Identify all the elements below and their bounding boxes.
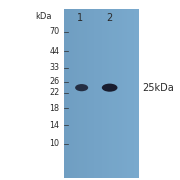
Bar <box>114 9 117 178</box>
Bar <box>89 9 92 178</box>
Bar <box>67 9 69 178</box>
Bar <box>119 9 122 178</box>
Bar <box>97 9 99 178</box>
Bar <box>94 9 97 178</box>
Bar <box>109 9 112 178</box>
Bar <box>92 9 94 178</box>
Bar <box>87 9 89 178</box>
Bar <box>112 9 114 178</box>
Text: 26: 26 <box>49 77 59 86</box>
Bar <box>77 9 79 178</box>
Text: 10: 10 <box>49 140 59 148</box>
Text: 18: 18 <box>49 103 59 112</box>
Bar <box>69 9 72 178</box>
Bar <box>64 9 67 178</box>
Bar <box>74 9 77 178</box>
Text: 1: 1 <box>77 13 83 23</box>
Ellipse shape <box>102 84 118 92</box>
Text: 2: 2 <box>107 13 113 23</box>
Text: 14: 14 <box>49 121 59 130</box>
Text: kDa: kDa <box>36 12 52 21</box>
Bar <box>134 9 137 178</box>
Text: 33: 33 <box>49 63 59 72</box>
Bar <box>117 9 119 178</box>
Bar <box>84 9 87 178</box>
Bar <box>72 9 74 178</box>
Text: 22: 22 <box>49 88 59 97</box>
Bar <box>132 9 134 178</box>
Bar <box>82 9 84 178</box>
Bar <box>64 9 139 178</box>
Bar <box>102 9 104 178</box>
Bar <box>104 9 107 178</box>
Bar <box>99 9 102 178</box>
Bar <box>124 9 127 178</box>
Ellipse shape <box>75 84 88 91</box>
Text: 44: 44 <box>49 47 59 56</box>
Bar <box>127 9 129 178</box>
Bar <box>137 9 139 178</box>
Bar <box>79 9 82 178</box>
Bar <box>129 9 132 178</box>
Bar <box>107 9 109 178</box>
Bar <box>122 9 124 178</box>
Text: 70: 70 <box>49 27 59 36</box>
Text: 25kDa: 25kDa <box>142 83 174 93</box>
